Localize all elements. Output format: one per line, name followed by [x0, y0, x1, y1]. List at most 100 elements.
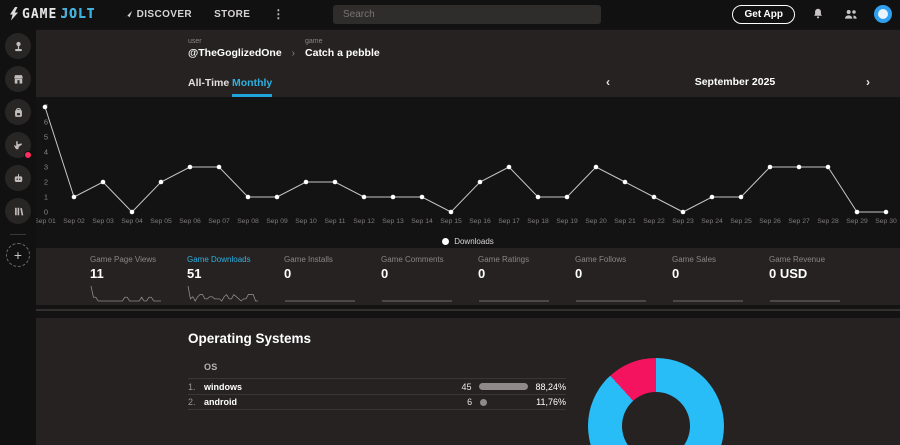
legend-dot-icon	[442, 237, 450, 245]
stat-value: 0	[575, 266, 583, 281]
svg-text:Sep 03: Sep 03	[92, 218, 114, 225]
lightning-bolt-icon	[10, 7, 18, 21]
chart-legend[interactable]: Downloads	[36, 234, 900, 248]
tabs-row: All-Time Monthly ‹ September 2025 ›	[36, 69, 900, 97]
add-button[interactable]: +	[6, 243, 30, 267]
stats-row: Game Page Views 11 Game Downloads 51 Game In…	[36, 248, 900, 305]
svg-text:3: 3	[44, 163, 48, 172]
svg-text:Sep 16: Sep 16	[469, 218, 491, 225]
nav-store[interactable]: STORE	[214, 9, 250, 20]
svg-text:Sep 17: Sep 17	[498, 218, 520, 225]
search-input[interactable]	[333, 5, 601, 24]
stat-game-ratings[interactable]: Game Ratings 0	[478, 248, 575, 305]
os-donut-chart[interactable]	[588, 358, 724, 445]
os-section-title: Operating Systems	[188, 331, 312, 346]
sidebar-item-quests[interactable]	[5, 132, 32, 159]
svg-text:Sep 15: Sep 15	[440, 218, 462, 225]
svg-text:Sep 19: Sep 19	[556, 218, 578, 225]
os-rank: 1.	[188, 381, 196, 392]
svg-text:2: 2	[44, 178, 48, 187]
logo-text-jolt: JOLT	[60, 6, 96, 22]
notification-dot	[24, 151, 32, 159]
stat-label: Game Installs	[284, 255, 333, 264]
svg-text:4: 4	[44, 148, 48, 157]
stat-game-sales[interactable]: Game Sales 0	[672, 248, 769, 305]
stat-label: Game Ratings	[478, 255, 530, 264]
period-label: September 2025	[694, 76, 776, 88]
stat-sparkline	[770, 300, 840, 302]
top-navigation-bar: GAME JOLT DISCOVER STORE ⋮ Get App	[0, 0, 900, 28]
next-month-button[interactable]: ›	[866, 75, 870, 89]
stat-value: 0	[672, 266, 680, 281]
svg-text:Sep 21: Sep 21	[614, 218, 636, 225]
period-navigator: ‹ September 2025 ›	[570, 69, 900, 97]
sidebar-item-vault[interactable]	[5, 165, 31, 191]
sidebar-item-shop[interactable]	[5, 66, 31, 92]
legend-label: Downloads	[454, 236, 494, 246]
stat-value: 51	[187, 266, 202, 281]
notifications-bell-icon[interactable]	[808, 4, 828, 24]
stat-value: 0	[478, 266, 486, 281]
stat-label: Game Sales	[672, 255, 717, 264]
sidebar-divider	[10, 234, 26, 235]
os-table-row-windows: 1. windows 45 88,24%	[188, 378, 566, 394]
sidebar-item-joystick[interactable]	[5, 33, 31, 59]
stat-label: Game Page Views	[90, 255, 157, 264]
breadcrumb-game-link[interactable]: Catch a pebble	[305, 47, 380, 59]
sidebar-item-library[interactable]	[5, 198, 31, 224]
os-percent-bar	[479, 383, 535, 390]
os-percent-bar	[480, 398, 536, 406]
stat-game-page-views[interactable]: Game Page Views 11	[90, 248, 187, 305]
tab-all-time[interactable]: All-Time	[188, 77, 230, 89]
nav-discover[interactable]: DISCOVER	[124, 9, 192, 20]
svg-text:Sep 01: Sep 01	[36, 218, 56, 225]
svg-text:Sep 23: Sep 23	[672, 218, 694, 225]
stat-game-follows[interactable]: Game Follows 0	[575, 248, 672, 305]
stat-sparkline	[187, 285, 258, 302]
sidebar-item-backpack[interactable]	[5, 99, 31, 125]
more-menu-icon[interactable]: ⋮	[272, 7, 285, 21]
stat-value: 0	[284, 266, 292, 281]
prev-month-button[interactable]: ‹	[606, 75, 610, 89]
stat-sparkline	[382, 300, 452, 302]
svg-text:1: 1	[44, 193, 48, 202]
svg-text:Sep 09: Sep 09	[266, 218, 288, 225]
svg-text:Sep 24: Sep 24	[701, 218, 723, 225]
operating-systems-panel: Operating Systems OS 1. windows 45 88,24% 2.…	[36, 318, 900, 445]
svg-text:5: 5	[44, 133, 48, 142]
breadcrumb-user-link[interactable]: @TheGoglizedOne	[188, 47, 282, 59]
stat-sparkline	[673, 300, 743, 302]
svg-text:Sep 02: Sep 02	[63, 218, 85, 225]
svg-text:Sep 05: Sep 05	[150, 218, 172, 225]
user-avatar[interactable]	[874, 5, 892, 23]
svg-text:Sep 25: Sep 25	[730, 218, 752, 225]
os-rank: 2.	[188, 397, 196, 407]
svg-text:Sep 13: Sep 13	[382, 218, 404, 225]
svg-text:0: 0	[44, 208, 48, 217]
donut-hole	[622, 392, 690, 445]
svg-text:Sep 04: Sep 04	[121, 218, 143, 225]
stat-game-installs[interactable]: Game Installs 0	[284, 248, 381, 305]
svg-text:Sep 29: Sep 29	[846, 218, 868, 225]
stat-label: Game Downloads	[187, 255, 251, 264]
stat-sparkline	[479, 300, 549, 302]
gamejolt-logo[interactable]: GAME JOLT	[8, 7, 96, 22]
os-count: 6	[467, 397, 473, 407]
svg-text:Sep 20: Sep 20	[585, 218, 607, 225]
stat-game-downloads[interactable]: Game Downloads 51	[187, 248, 284, 305]
stat-game-revenue[interactable]: Game Revenue 0 USD	[769, 248, 866, 305]
svg-text:Sep 08: Sep 08	[237, 218, 259, 225]
stat-value: 0 USD	[769, 266, 808, 281]
friends-icon[interactable]	[841, 4, 861, 24]
breadcrumb-user-label: user	[188, 38, 202, 45]
quests-hand-icon	[13, 140, 22, 149]
analytics-header-panel: user @TheGoglizedOne › game Catch a pebb…	[36, 30, 900, 97]
stat-game-comments[interactable]: Game Comments 0	[381, 248, 478, 305]
stat-sparkline	[285, 300, 355, 302]
backpack-icon	[14, 107, 22, 117]
svg-text:Sep 14: Sep 14	[411, 218, 433, 225]
tab-monthly[interactable]: Monthly	[232, 69, 273, 97]
get-app-button[interactable]: Get App	[732, 4, 795, 24]
stat-value: 0	[381, 266, 389, 281]
